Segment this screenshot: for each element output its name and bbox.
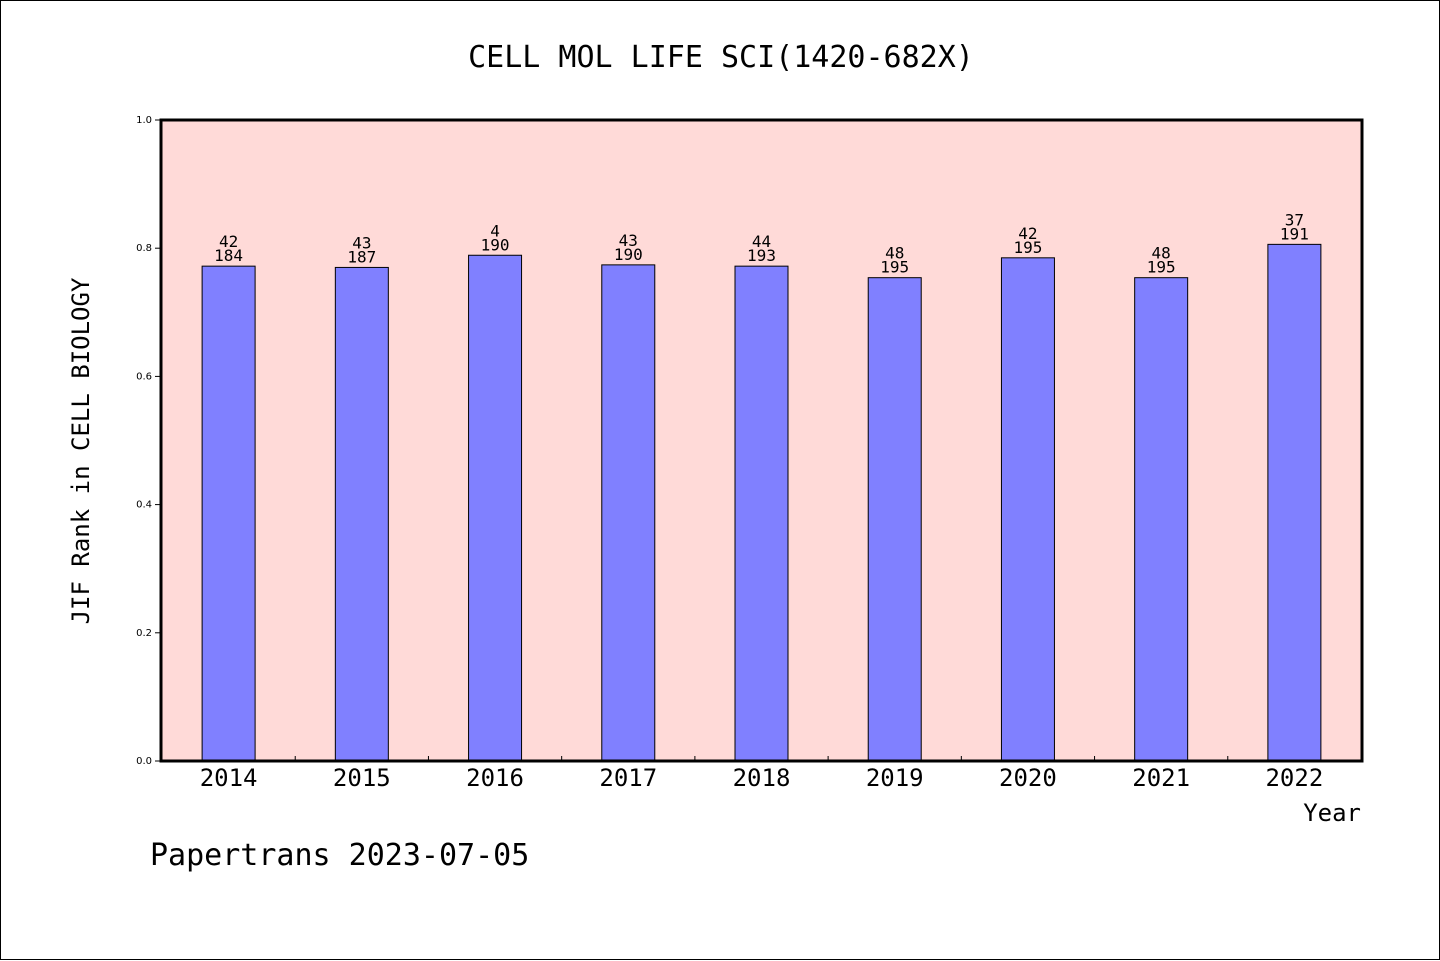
bar-2018 <box>734 265 789 762</box>
bar-rank-label-2016: 4 <box>490 221 500 240</box>
x-tick-label-2018: 2018 <box>733 764 791 792</box>
x-tick-label-2019: 2019 <box>866 764 924 792</box>
bar-total-label-2016: 190 <box>481 235 510 254</box>
bar-total-label-2019: 195 <box>880 258 909 277</box>
footer-credit: Papertrans 2023-07-05 <box>150 838 529 873</box>
bar-rank-label-2014: 42 <box>219 232 238 251</box>
y-tick-label-0.2: 0.2 <box>136 628 152 639</box>
x-tick-label-2015: 2015 <box>333 764 391 792</box>
x-tick-label-2017: 2017 <box>599 764 657 792</box>
x-tick-label-2021: 2021 <box>1132 764 1190 792</box>
bar-total-label-2021: 195 <box>1147 258 1176 277</box>
x-tick-label-2016: 2016 <box>466 764 524 792</box>
y-tick-label-0.8: 0.8 <box>136 243 152 254</box>
x-tick-label-2020: 2020 <box>999 764 1057 792</box>
bar-total-label-2015: 187 <box>347 247 376 266</box>
bar-2017 <box>601 264 656 762</box>
bar-2016 <box>468 254 523 762</box>
bar-total-label-2020: 195 <box>1013 238 1042 257</box>
bar-total-label-2018: 193 <box>747 246 776 265</box>
bar-2014 <box>201 265 256 762</box>
y-tick-label-0.4: 0.4 <box>136 500 152 511</box>
x-axis-ticks: 2014 2015 2016 2017 2018 2019 2020 2021 2022 <box>200 756 1323 792</box>
y-tick-label-0.6: 0.6 <box>136 371 152 382</box>
y-tick-label-0.0: 0.0 <box>136 756 152 767</box>
bar-2021 <box>1134 277 1189 762</box>
y-tick-label-1.0: 1.0 <box>136 115 152 126</box>
bars-layer <box>201 243 1322 762</box>
bar-total-label-2017: 190 <box>614 245 643 264</box>
y-axis-label: JIF Rank in CELL BIOLOGY <box>67 277 95 624</box>
bar-2022 <box>1267 243 1322 762</box>
bar-rank-label-2015: 43 <box>352 233 371 252</box>
x-tick-label-2022: 2022 <box>1265 764 1323 792</box>
bar-rank-label-2019: 48 <box>885 244 904 263</box>
bar-rank-label-2018: 44 <box>752 232 771 251</box>
bar-rank-label-2020: 42 <box>1018 224 1037 243</box>
bar-2019 <box>867 277 922 762</box>
bar-rank-label-2021: 48 <box>1152 244 1171 263</box>
bar-total-label-2022: 191 <box>1280 224 1309 243</box>
bar-rank-label-2022: 37 <box>1285 210 1304 229</box>
x-tick-label-2014: 2014 <box>200 764 258 792</box>
plot-border <box>159 118 1364 763</box>
bar-total-label-2014: 184 <box>214 246 243 265</box>
bar-2015 <box>334 266 389 762</box>
bar-2020 <box>1000 257 1055 762</box>
chart-title: CELL MOL LIFE SCI(1420-682X) <box>468 40 974 75</box>
bar-rank-label-2017: 43 <box>619 231 638 250</box>
y-axis-ticks: 0.0 0.2 0.4 0.6 0.8 1.0 <box>136 115 161 767</box>
x-axis-label: Year <box>1303 799 1361 827</box>
